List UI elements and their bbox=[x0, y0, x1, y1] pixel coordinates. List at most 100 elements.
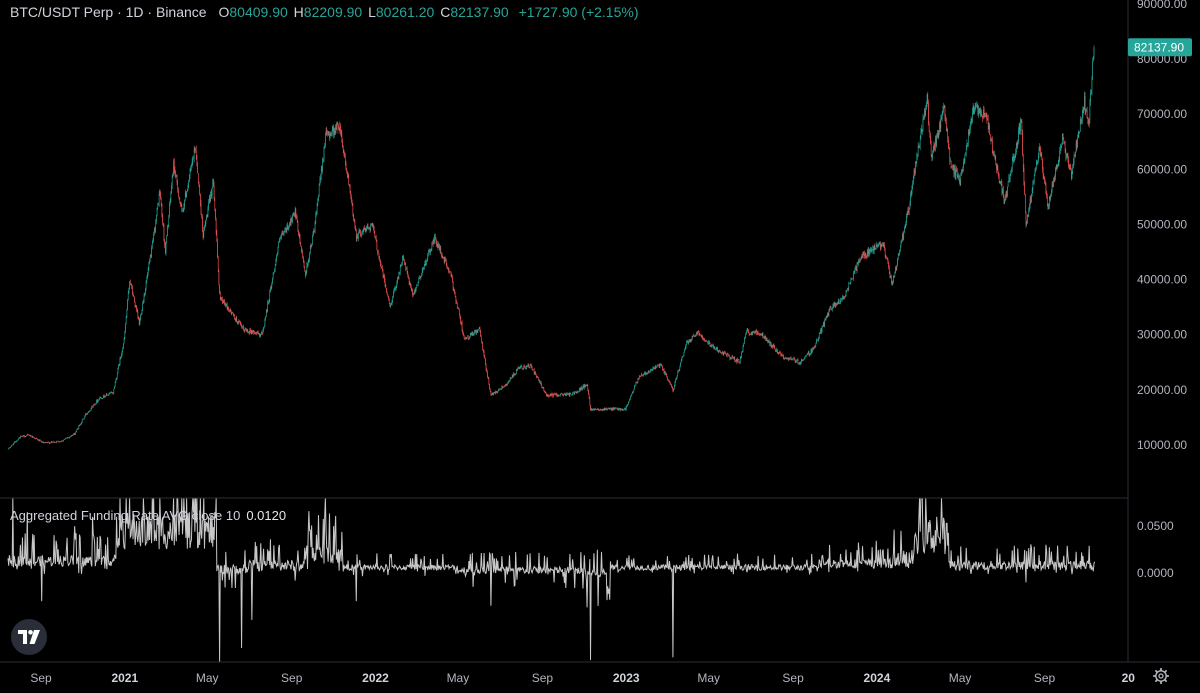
candle[interactable] bbox=[432, 240, 433, 246]
candle[interactable] bbox=[119, 363, 120, 367]
candle[interactable] bbox=[91, 405, 93, 410]
candle[interactable] bbox=[871, 247, 872, 253]
candle[interactable] bbox=[994, 150, 995, 158]
candle[interactable] bbox=[158, 190, 160, 207]
candle[interactable] bbox=[628, 400, 630, 404]
candle[interactable] bbox=[391, 299, 393, 306]
candle[interactable] bbox=[282, 230, 284, 235]
candle[interactable] bbox=[788, 357, 790, 361]
candle[interactable] bbox=[406, 266, 407, 270]
candle[interactable] bbox=[815, 342, 817, 348]
candle[interactable] bbox=[168, 214, 170, 227]
candle[interactable] bbox=[391, 302, 392, 306]
candle[interactable] bbox=[1033, 179, 1034, 185]
candle[interactable] bbox=[178, 196, 180, 200]
candle[interactable] bbox=[276, 252, 278, 257]
candle[interactable] bbox=[966, 139, 968, 150]
candle[interactable] bbox=[584, 383, 585, 390]
candle[interactable] bbox=[1055, 166, 1056, 181]
candle[interactable] bbox=[1071, 167, 1072, 181]
candle[interactable] bbox=[827, 312, 828, 319]
candle[interactable] bbox=[1080, 118, 1082, 125]
candle[interactable] bbox=[848, 281, 850, 291]
candle[interactable] bbox=[53, 441, 54, 443]
candle[interactable] bbox=[378, 252, 380, 260]
candle[interactable] bbox=[420, 275, 422, 281]
candle[interactable] bbox=[171, 182, 172, 195]
candle[interactable] bbox=[742, 345, 744, 353]
candle[interactable] bbox=[742, 350, 743, 353]
candle[interactable] bbox=[144, 292, 146, 297]
candle[interactable] bbox=[287, 222, 288, 230]
candle[interactable] bbox=[887, 257, 889, 265]
candle[interactable] bbox=[744, 336, 746, 339]
candle[interactable] bbox=[60, 441, 62, 443]
candle[interactable] bbox=[812, 347, 813, 353]
candle[interactable] bbox=[57, 440, 58, 442]
candle[interactable] bbox=[1013, 153, 1014, 164]
candle[interactable] bbox=[217, 255, 219, 273]
candle[interactable] bbox=[346, 168, 347, 174]
candle[interactable] bbox=[459, 314, 461, 320]
candle[interactable] bbox=[921, 128, 923, 135]
candle[interactable] bbox=[758, 333, 760, 336]
candle[interactable] bbox=[914, 167, 916, 176]
candle[interactable] bbox=[173, 157, 175, 174]
candle[interactable] bbox=[725, 352, 727, 355]
candle[interactable] bbox=[472, 332, 474, 337]
candle[interactable] bbox=[137, 309, 139, 319]
candle[interactable] bbox=[470, 332, 472, 336]
candle[interactable] bbox=[849, 282, 851, 285]
candle[interactable] bbox=[916, 152, 918, 168]
candle[interactable] bbox=[192, 155, 194, 166]
candle[interactable] bbox=[1066, 153, 1067, 160]
candle[interactable] bbox=[823, 321, 824, 328]
candle[interactable] bbox=[937, 130, 938, 139]
candle[interactable] bbox=[171, 174, 173, 189]
candle[interactable] bbox=[170, 191, 172, 203]
candle[interactable] bbox=[71, 435, 73, 436]
candle[interactable] bbox=[926, 101, 927, 111]
candle[interactable] bbox=[86, 413, 87, 416]
candle[interactable] bbox=[31, 435, 33, 438]
candle[interactable] bbox=[766, 337, 767, 342]
candle[interactable] bbox=[58, 441, 60, 443]
candle[interactable] bbox=[472, 331, 473, 337]
candle[interactable] bbox=[203, 226, 205, 238]
candle[interactable] bbox=[135, 305, 137, 308]
candle[interactable] bbox=[138, 315, 139, 321]
candle[interactable] bbox=[672, 387, 674, 393]
candle[interactable] bbox=[929, 130, 931, 139]
candle[interactable] bbox=[500, 388, 501, 390]
candle[interactable] bbox=[199, 184, 200, 196]
candle[interactable] bbox=[501, 385, 503, 390]
candle[interactable] bbox=[924, 107, 925, 121]
candle[interactable] bbox=[141, 309, 143, 315]
candle[interactable] bbox=[548, 395, 550, 398]
candle[interactable] bbox=[647, 370, 649, 375]
candle[interactable] bbox=[44, 442, 46, 444]
candle[interactable] bbox=[699, 333, 701, 336]
candle[interactable] bbox=[326, 126, 328, 136]
candle[interactable] bbox=[556, 393, 558, 398]
candle[interactable] bbox=[623, 408, 625, 411]
candle[interactable] bbox=[1032, 180, 1034, 194]
candle[interactable] bbox=[18, 438, 19, 441]
candle[interactable] bbox=[75, 432, 76, 435]
candle[interactable] bbox=[412, 289, 413, 298]
candle[interactable] bbox=[1023, 164, 1025, 186]
candle[interactable] bbox=[364, 227, 366, 232]
candle[interactable] bbox=[88, 411, 89, 414]
candle[interactable] bbox=[714, 346, 716, 350]
candle[interactable] bbox=[1000, 181, 1001, 185]
candle[interactable] bbox=[511, 373, 513, 379]
candle[interactable] bbox=[138, 317, 140, 326]
candle[interactable] bbox=[406, 266, 408, 275]
candle[interactable] bbox=[976, 101, 977, 108]
candle[interactable] bbox=[208, 194, 210, 204]
candle[interactable] bbox=[90, 409, 91, 411]
candle[interactable] bbox=[733, 357, 734, 359]
candle[interactable] bbox=[110, 392, 111, 394]
candle[interactable] bbox=[239, 320, 241, 325]
candle[interactable] bbox=[728, 354, 730, 358]
